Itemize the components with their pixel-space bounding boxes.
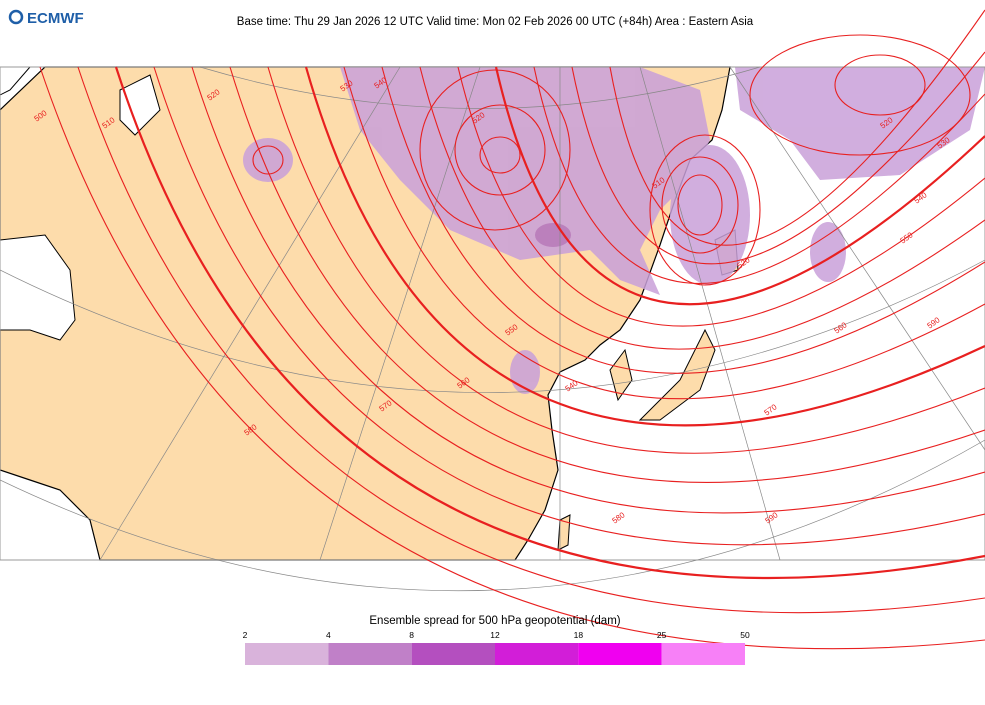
colorbar-tick-label: 25 [657,630,667,640]
legend-title: Ensemble spread for 500 hPa geopotential… [369,615,620,627]
map-frame [0,66,985,561]
contour-line [267,66,985,454]
contour-line [479,136,521,174]
colorbar-tick-label: 12 [490,630,500,640]
contour-line [77,66,985,614]
contour-line [457,66,985,327]
island [609,348,633,402]
contour-line [649,134,761,286]
contour-line [39,66,985,650]
colorbar-bin [411,643,495,665]
contour-line [419,66,985,350]
contour-line [252,145,284,175]
colorbar-bin [495,643,579,665]
colorbar-tick-label: 18 [574,630,584,640]
contour-line [229,66,985,483]
spread-areas [243,67,985,394]
island [557,514,571,551]
island [638,328,716,421]
logo: ECMWF [8,9,84,27]
colorbar-tick-label: 2 [243,630,248,640]
contour-line [304,66,985,427]
colorbar-bin [245,643,329,665]
contour-line [834,54,926,116]
colorbar-bin [578,643,662,665]
contour-line [191,66,985,514]
colorbar-tick-label: 4 [326,630,331,640]
logo-text: ECMWF [27,10,84,27]
contours [39,9,985,650]
contour-line [661,156,739,254]
contour-line [677,174,723,236]
sea [119,74,161,136]
contour-line [381,66,985,374]
contour-line [749,34,971,156]
colorbar-bin [661,643,745,665]
contour-line [494,66,985,306]
legend: 2 4 8 12 18 25 50 [243,630,750,665]
colorbar-tick-label: 50 [740,630,750,640]
logo-icon [8,9,24,25]
contour-line [571,51,985,265]
contour-line [343,66,985,400]
title: Base time: Thu 29 Jan 2026 12 UTC Valid … [237,16,754,28]
contour-line [114,66,985,580]
colorbar-tick-label: 8 [409,630,414,640]
contour-line [153,66,985,546]
contour-line [454,104,546,196]
colorbar-bin [328,643,412,665]
graticule [0,66,985,592]
contour-line [419,69,571,231]
sea [0,234,76,341]
contour-line [609,9,985,246]
